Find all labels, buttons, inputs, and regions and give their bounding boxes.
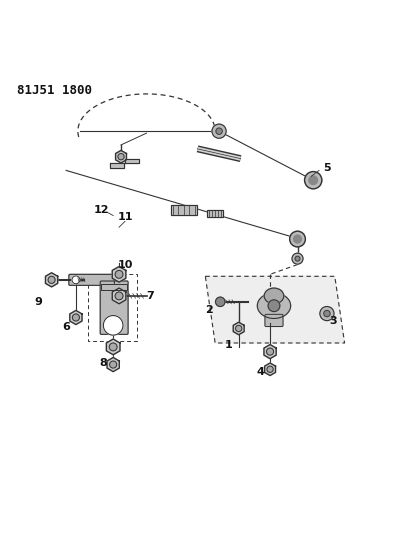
Circle shape — [115, 292, 123, 300]
Circle shape — [292, 253, 303, 264]
Circle shape — [268, 300, 280, 312]
Circle shape — [235, 325, 242, 332]
Text: 9: 9 — [34, 297, 42, 307]
Polygon shape — [233, 322, 244, 335]
Text: 10: 10 — [117, 260, 133, 270]
Circle shape — [212, 124, 226, 138]
Circle shape — [72, 276, 80, 284]
Polygon shape — [112, 288, 126, 304]
Text: 8: 8 — [100, 358, 107, 368]
Circle shape — [103, 316, 123, 335]
Circle shape — [295, 256, 300, 261]
Bar — [171, 205, 197, 214]
Text: 81J51 1800: 81J51 1800 — [17, 84, 92, 97]
Bar — [171, 205, 197, 214]
Circle shape — [309, 176, 318, 184]
Text: 5: 5 — [323, 164, 331, 173]
Circle shape — [267, 366, 273, 373]
Circle shape — [216, 128, 222, 134]
Bar — [207, 209, 223, 217]
Circle shape — [109, 343, 117, 351]
Polygon shape — [106, 339, 120, 355]
FancyBboxPatch shape — [265, 314, 283, 327]
Polygon shape — [205, 276, 344, 343]
Circle shape — [110, 361, 117, 368]
Circle shape — [320, 306, 334, 321]
Text: 3: 3 — [329, 317, 337, 326]
Circle shape — [72, 314, 79, 321]
Polygon shape — [264, 344, 276, 359]
Polygon shape — [112, 266, 126, 282]
Circle shape — [305, 172, 322, 189]
Circle shape — [115, 270, 123, 278]
Polygon shape — [116, 150, 126, 163]
Text: 12: 12 — [94, 205, 109, 215]
Polygon shape — [70, 310, 82, 325]
Text: 6: 6 — [62, 322, 70, 332]
Text: 2: 2 — [205, 305, 213, 314]
Circle shape — [267, 348, 274, 355]
Polygon shape — [265, 363, 275, 376]
Polygon shape — [107, 358, 119, 372]
Polygon shape — [102, 284, 127, 290]
Ellipse shape — [257, 293, 291, 319]
Text: 11: 11 — [117, 213, 133, 222]
Circle shape — [324, 310, 330, 317]
Polygon shape — [110, 159, 139, 168]
Text: 4: 4 — [256, 367, 264, 377]
Circle shape — [290, 231, 305, 247]
Ellipse shape — [264, 288, 284, 304]
Circle shape — [118, 154, 124, 160]
Bar — [207, 209, 223, 217]
Circle shape — [216, 297, 225, 306]
Circle shape — [48, 276, 55, 284]
Polygon shape — [45, 273, 58, 287]
Circle shape — [293, 235, 301, 243]
FancyBboxPatch shape — [100, 281, 128, 334]
Text: 1: 1 — [225, 340, 233, 350]
FancyBboxPatch shape — [69, 274, 114, 285]
Text: 7: 7 — [147, 291, 154, 301]
